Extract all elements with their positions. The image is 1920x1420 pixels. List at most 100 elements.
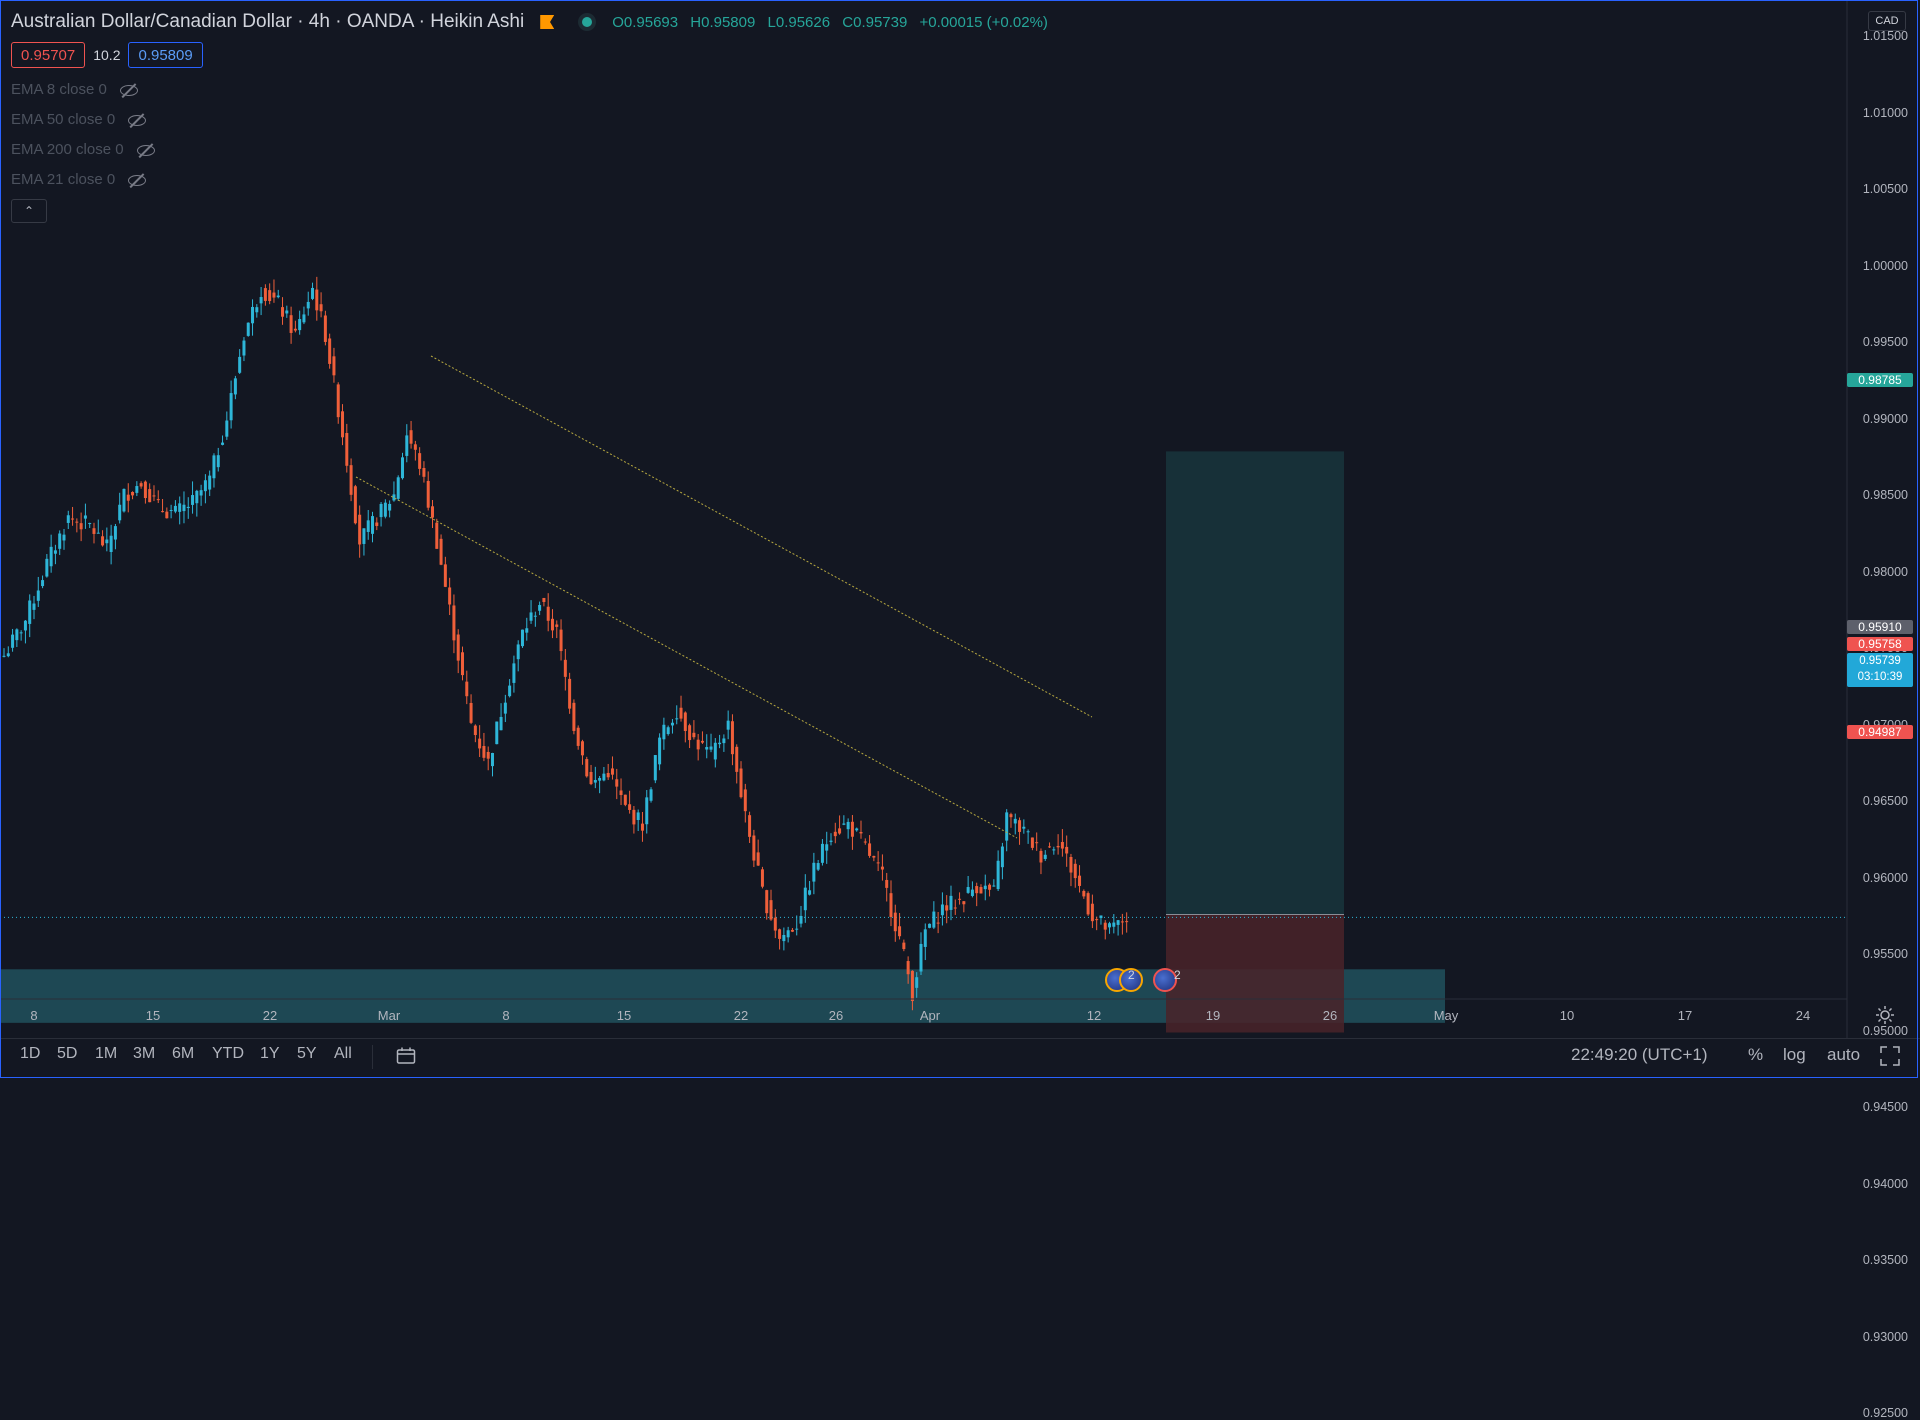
candle-body	[773, 917, 777, 931]
hidden-eye-icon[interactable]	[119, 83, 139, 97]
candle-body	[1069, 856, 1073, 873]
time-axis-tick: 15	[616, 1008, 632, 1023]
candle-body	[906, 961, 910, 975]
range-5d[interactable]: 5D	[57, 1045, 78, 1062]
candle-body	[932, 911, 936, 928]
collapse-legend-button[interactable]: ⌃	[11, 199, 47, 223]
candle-body	[473, 725, 477, 736]
settings-gear-icon[interactable]	[1875, 1005, 1895, 1025]
candle-body	[495, 721, 499, 745]
candle-body	[880, 866, 884, 870]
candle-body	[263, 288, 267, 301]
candle-body	[846, 821, 850, 830]
candle-body	[812, 862, 816, 882]
bar-countdown: 03:10:39	[1857, 671, 1903, 683]
long-position-stop-zone	[1166, 914, 1344, 1033]
auto-toggle[interactable]: auto	[1827, 1045, 1861, 1064]
candle-body	[19, 632, 23, 634]
range-1m[interactable]: 1M	[95, 1045, 118, 1062]
range-3m[interactable]: 3M	[133, 1045, 156, 1062]
candle-body	[820, 843, 824, 863]
candle-body	[619, 790, 623, 796]
candle-body	[122, 488, 126, 512]
candle-body	[371, 516, 375, 534]
price-axis-tick: 0.98500	[1862, 488, 1908, 502]
candle-body	[799, 915, 803, 924]
indicator-ema-21[interactable]: EMA 21 close 0	[11, 171, 147, 188]
indicator-ema-200[interactable]: EMA 200 close 0	[11, 141, 156, 158]
drawing-overlay-layer	[355, 355, 1093, 839]
candle-body	[726, 720, 730, 730]
entry-price-label: 0.95758	[1847, 637, 1913, 651]
candle-body	[975, 886, 979, 894]
price-axis-tick: 1.00000	[1862, 258, 1908, 273]
market-status-icon[interactable]	[582, 17, 593, 27]
symbol-title[interactable]: Australian Dollar/Canadian Dollar · 4h ·…	[11, 11, 525, 32]
candle-body	[1039, 850, 1043, 863]
fullscreen-icon[interactable]	[1880, 1046, 1900, 1066]
clock-timezone[interactable]: 22:49:20 (UTC+1)	[1571, 1045, 1708, 1064]
candle-body	[863, 841, 867, 843]
candle-body	[576, 727, 580, 746]
range-1y[interactable]: 1Y	[260, 1045, 280, 1062]
channel-lower-line	[355, 476, 1018, 839]
range-1d[interactable]: 1D	[20, 1045, 41, 1062]
candle-body	[645, 797, 649, 825]
range-6m[interactable]: 6M	[172, 1045, 195, 1062]
candle-body	[898, 926, 902, 937]
indicator-ema-50[interactable]: EMA 50 close 0	[11, 111, 147, 128]
candle-body	[105, 539, 109, 544]
candle-body	[439, 538, 443, 565]
candle-body	[1035, 842, 1039, 844]
buy-price-button[interactable]: 0.95809	[128, 42, 203, 68]
candle-body	[23, 620, 27, 631]
candle-body	[349, 465, 353, 495]
candle-body	[953, 907, 957, 909]
candle-body	[855, 828, 859, 831]
hidden-eye-icon[interactable]	[127, 173, 147, 187]
time-axis-tick: Apr	[919, 1008, 941, 1023]
range-ytd[interactable]: YTD	[212, 1045, 244, 1062]
candle-body	[520, 629, 524, 647]
candle-body	[422, 468, 426, 477]
economic-event-icon[interactable]	[1153, 968, 1177, 992]
news-event-icon[interactable]	[1119, 968, 1143, 992]
flag-icon[interactable]	[540, 15, 555, 29]
hidden-eye-icon[interactable]	[127, 113, 147, 127]
ohlc-change: +0.00015 (+0.02%)	[919, 13, 1048, 31]
candle-body	[658, 737, 662, 765]
candle-body	[649, 789, 653, 801]
candle-body	[92, 528, 96, 534]
candle-body	[482, 746, 486, 758]
range-all[interactable]: All	[334, 1045, 352, 1062]
ohlc-high: H0.95809	[690, 13, 756, 31]
candle-body	[563, 659, 567, 677]
candle-body	[169, 509, 173, 511]
candle-body	[203, 480, 207, 492]
time-axis-tick: May	[1433, 1008, 1459, 1023]
candle-body	[66, 515, 70, 523]
candle-body	[705, 747, 709, 750]
candle-body	[945, 905, 949, 911]
log-toggle[interactable]: log	[1783, 1045, 1806, 1064]
candle-body	[469, 702, 473, 723]
candle-body	[392, 494, 396, 501]
toolbar-divider	[372, 1045, 373, 1069]
candle-body	[379, 503, 383, 518]
high-line-price-label: 0.95910	[1847, 620, 1913, 634]
candle-body	[546, 606, 550, 621]
candle-body	[679, 707, 683, 719]
range-5y[interactable]: 5Y	[297, 1045, 317, 1062]
candle-body	[131, 491, 135, 496]
candle-body	[752, 835, 756, 861]
price-chart[interactable]	[0, 0, 1920, 1080]
percent-toggle[interactable]: %	[1748, 1045, 1764, 1064]
candle-body	[143, 481, 147, 499]
hidden-eye-icon[interactable]	[136, 143, 156, 157]
sell-price-button[interactable]: 0.95707	[11, 42, 86, 68]
currency-badge[interactable]: CAD	[1868, 11, 1906, 31]
buy-sell-box: 0.95707 10.2 0.95809	[11, 41, 203, 69]
goto-date-icon[interactable]	[396, 1047, 416, 1065]
indicator-ema-8[interactable]: EMA 8 close 0	[11, 81, 139, 98]
candle-body	[606, 772, 610, 778]
